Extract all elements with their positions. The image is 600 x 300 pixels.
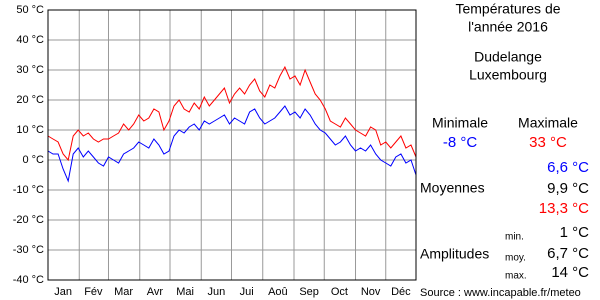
y-tick-label: 40 °C <box>16 34 44 46</box>
title: l'année 2016 <box>468 19 548 35</box>
y-tick-label: 10 °C <box>16 124 44 136</box>
amp-min-label: min. <box>505 232 524 243</box>
avg-mean: 9,9 °C <box>547 180 589 197</box>
y-tick-label: -20 °C <box>13 214 44 226</box>
x-tick-label: Oct <box>331 286 348 298</box>
y-tick-label: 50 °C <box>16 4 44 16</box>
x-tick-label: Avr <box>147 286 164 298</box>
y-tick-label: 30 °C <box>16 64 44 76</box>
x-tick-label: Fév <box>84 286 103 298</box>
min-value: -8 °C <box>443 134 478 151</box>
max-header: Maximale <box>518 115 578 131</box>
amp-min: 1 °C <box>560 224 590 241</box>
title: Températures de <box>455 1 560 17</box>
max-value: 33 °C <box>529 134 567 151</box>
amp-avg-label: moy. <box>505 253 526 264</box>
min-header: Minimale <box>432 115 488 131</box>
x-tick-label: Jun <box>207 286 225 298</box>
y-tick-label: -10 °C <box>13 184 44 196</box>
y-tick-label: 0 °C <box>22 154 44 166</box>
y-tick-label: -40 °C <box>13 274 44 286</box>
country: Luxembourg <box>469 67 547 83</box>
y-tick-label: 20 °C <box>16 94 44 106</box>
x-tick-label: Déc <box>391 286 411 298</box>
amp-label: Amplitudes <box>420 246 489 262</box>
amp-max-label: max. <box>505 271 527 282</box>
x-tick-label: Nov <box>361 286 381 298</box>
source: Source : www.incapable.fr/meteo <box>420 287 581 299</box>
temperature-line <box>47 65 417 162</box>
temperature-line <box>47 105 417 183</box>
x-tick-label: Sep <box>299 286 319 298</box>
city: Dudelange <box>474 49 542 65</box>
plot-frame <box>47 9 417 281</box>
x-tick-label: Aoû <box>268 286 288 298</box>
y-tick-label: -30 °C <box>13 244 44 256</box>
avg-max: 13,3 °C <box>539 200 589 217</box>
x-tick-label: Jui <box>240 286 254 298</box>
amp-avg: 6,7 °C <box>547 245 589 262</box>
avg-label: Moyennes <box>420 180 485 196</box>
avg-min: 6,6 °C <box>547 159 589 176</box>
plot-border <box>47 9 417 281</box>
x-tick-label: Mai <box>176 286 194 298</box>
amp-max: 14 °C <box>551 264 589 281</box>
x-tick-label: Jan <box>54 286 72 298</box>
x-tick-label: Mar <box>114 286 133 298</box>
